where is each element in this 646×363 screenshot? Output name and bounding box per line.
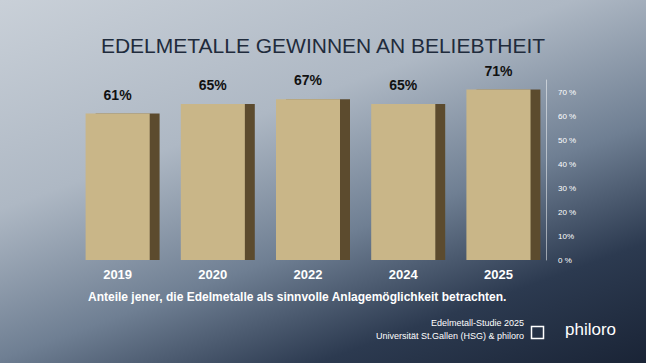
svg-text:40 %: 40 % [558,160,576,169]
svg-text:2022: 2022 [294,267,323,282]
svg-text:0 %: 0 % [558,256,572,265]
svg-text:70 %: 70 % [558,88,576,97]
svg-text:65%: 65% [199,77,228,93]
svg-text:71%: 71% [484,63,513,79]
svg-text:61%: 61% [104,87,133,103]
svg-text:65%: 65% [389,77,418,93]
svg-text:Universität St.Gallen (HSG) &: Universität St.Gallen (HSG) & philoro [376,331,524,341]
svg-text:Edelmetall-Studie 2025: Edelmetall-Studie 2025 [431,318,524,328]
svg-text:50 %: 50 % [558,136,576,145]
svg-text:67%: 67% [294,72,323,88]
svg-text:2025: 2025 [484,267,513,282]
svg-text:Anteile jener, die Edelmetalle: Anteile jener, die Edelmetalle als sinnv… [88,290,506,304]
svg-text:2020: 2020 [198,267,227,282]
svg-text:10%: 10% [558,232,574,241]
svg-text:2024: 2024 [389,267,419,282]
svg-text:20 %: 20 % [558,208,576,217]
svg-text:EDELMETALLE GEWINNEN AN BELIEB: EDELMETALLE GEWINNEN AN BELIEBTHEIT [101,34,545,57]
svg-text:philoro: philoro [565,320,616,339]
svg-text:2019: 2019 [103,267,132,282]
svg-text:60 %: 60 % [558,112,576,121]
svg-text:30 %: 30 % [558,184,576,193]
